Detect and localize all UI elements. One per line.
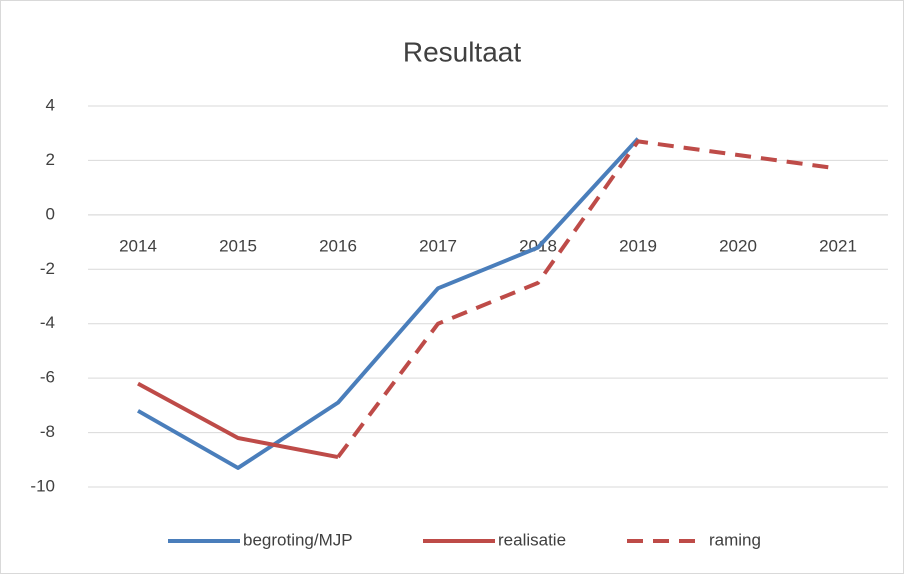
series-line bbox=[336, 139, 839, 459]
series-line bbox=[137, 381, 339, 460]
series-line bbox=[137, 137, 640, 470]
x-tick-label: 2014 bbox=[119, 236, 157, 255]
y-tick-label: 2 bbox=[46, 150, 55, 169]
x-tick-label: 2017 bbox=[419, 236, 457, 255]
legend-label: raming bbox=[709, 530, 761, 549]
x-tick-label: 2015 bbox=[219, 236, 257, 255]
x-tick-label: 2016 bbox=[319, 236, 357, 255]
y-tick-label: 4 bbox=[46, 95, 55, 114]
y-tick-label: -10 bbox=[30, 476, 55, 495]
legend-label: begroting/MJP bbox=[243, 530, 353, 549]
x-tick-label: 2020 bbox=[719, 236, 757, 255]
y-tick-label: -4 bbox=[40, 313, 55, 332]
x-tick-label: 2021 bbox=[819, 236, 857, 255]
y-tick-label: -2 bbox=[40, 259, 55, 278]
x-tick-label: 2019 bbox=[619, 236, 657, 255]
y-tick-label: -8 bbox=[40, 422, 55, 441]
y-tick-label: -6 bbox=[40, 368, 55, 387]
chart-title: Resultaat bbox=[403, 36, 522, 67]
legend-label: realisatie bbox=[498, 530, 566, 549]
y-tick-label: 0 bbox=[46, 204, 55, 223]
